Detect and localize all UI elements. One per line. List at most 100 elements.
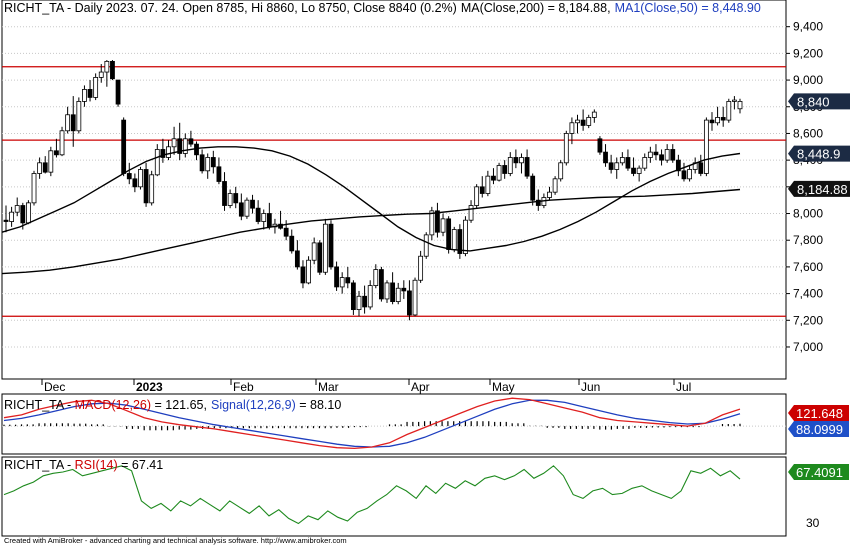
x-tick-label: Dec: [44, 380, 65, 394]
ma200-line: [1, 188, 741, 275]
candle-body: [597, 138, 603, 153]
candle-body: [300, 266, 306, 284]
candle: [530, 173, 536, 206]
ma200-badge-text: 8,184.88: [797, 182, 848, 197]
candle: [154, 144, 160, 177]
signal-badge-bg: [788, 421, 849, 437]
candle: [535, 189, 541, 211]
candle: [166, 140, 171, 161]
candle-body: [216, 166, 222, 182]
candle: [687, 165, 692, 182]
x-tick-label: Mar: [318, 380, 339, 394]
candle: [547, 186, 552, 201]
candle-body: [687, 169, 692, 180]
candle-body: [513, 157, 519, 164]
candle: [194, 141, 199, 161]
y-tick-label: 7,000: [793, 340, 823, 354]
candle: [664, 144, 670, 163]
header-desc: Daily 2023. 07. 24. Open 8785, Hi 8860, …: [75, 1, 457, 15]
x-tick-label: 2023: [136, 380, 163, 394]
candle-body: [26, 202, 31, 224]
candle-body: [182, 138, 188, 154]
candle-body: [485, 175, 491, 194]
candle-body: [558, 162, 564, 180]
candle-body: [266, 213, 272, 228]
candle: [188, 130, 194, 147]
y-tick-label: 9,200: [793, 46, 823, 60]
y-tick-label: 9,000: [793, 73, 823, 87]
candle: [463, 216, 468, 257]
candle: [339, 272, 345, 294]
candle: [474, 184, 480, 209]
candle-body: [507, 157, 513, 174]
candle: [76, 97, 82, 134]
candle-body: [121, 119, 127, 174]
candle-body: [115, 79, 121, 105]
candle: [132, 173, 138, 193]
signal-badge-text: 88.0999: [796, 422, 843, 437]
candle-body: [132, 178, 138, 188]
candle-body: [429, 210, 435, 236]
ma50-badge-text: 8,448.9: [797, 147, 840, 162]
candle-body: [367, 285, 373, 308]
candle-body: [48, 150, 54, 173]
candle: [670, 144, 676, 163]
candle-body: [737, 101, 743, 110]
candle-body: [373, 269, 379, 286]
candle-body: [93, 77, 99, 98]
candle: [289, 229, 295, 254]
candle-body: [631, 167, 636, 174]
candle-body: [82, 89, 87, 102]
candle-body: [535, 199, 541, 206]
candle-body: [591, 111, 597, 118]
candle-body: [463, 219, 468, 254]
candle-body: [468, 205, 474, 221]
candle-body: [222, 181, 227, 206]
candle: [216, 157, 222, 185]
candle-body: [166, 146, 171, 158]
candle-body: [390, 282, 396, 302]
candle-body: [160, 149, 166, 158]
candle: [110, 60, 115, 81]
candle-body: [238, 202, 244, 217]
close-badge: 8,840: [788, 93, 850, 110]
rsi-sep: -: [64, 458, 75, 472]
candle-body: [698, 162, 704, 174]
candle-body: [3, 219, 9, 222]
candle: [737, 98, 743, 114]
candle-body: [412, 279, 418, 316]
candle-body: [575, 119, 580, 124]
candle: [440, 213, 446, 237]
candle: [70, 96, 76, 147]
candle-body: [586, 117, 592, 126]
candle: [356, 290, 362, 317]
candle: [222, 172, 227, 211]
candle: [26, 200, 31, 225]
candle: [731, 96, 737, 110]
candle-body: [171, 138, 177, 148]
price-panel-frame: [1, 0, 787, 380]
candle: [59, 126, 65, 157]
candle-body: [440, 218, 446, 233]
candle: [138, 166, 143, 190]
header-sep: -: [64, 1, 75, 15]
signal-value: = 88.10: [296, 398, 342, 412]
macd-ticker: RICHT_TA: [4, 398, 65, 412]
x-tick-label: Feb: [233, 380, 254, 394]
candle: [709, 112, 715, 131]
candle: [65, 106, 71, 134]
candle-body: [653, 151, 659, 156]
candle-body: [675, 159, 681, 172]
candle: [692, 157, 698, 174]
candle: [322, 218, 328, 275]
candle: [143, 162, 149, 207]
candle-body: [457, 229, 463, 254]
rsi-axis-label: 30: [806, 516, 820, 530]
candle: [524, 149, 530, 179]
rsi-line: [3, 465, 741, 525]
candle: [619, 152, 625, 166]
y-tick-label: 7,600: [793, 260, 823, 274]
candle-body: [670, 149, 676, 161]
candle: [659, 149, 664, 166]
